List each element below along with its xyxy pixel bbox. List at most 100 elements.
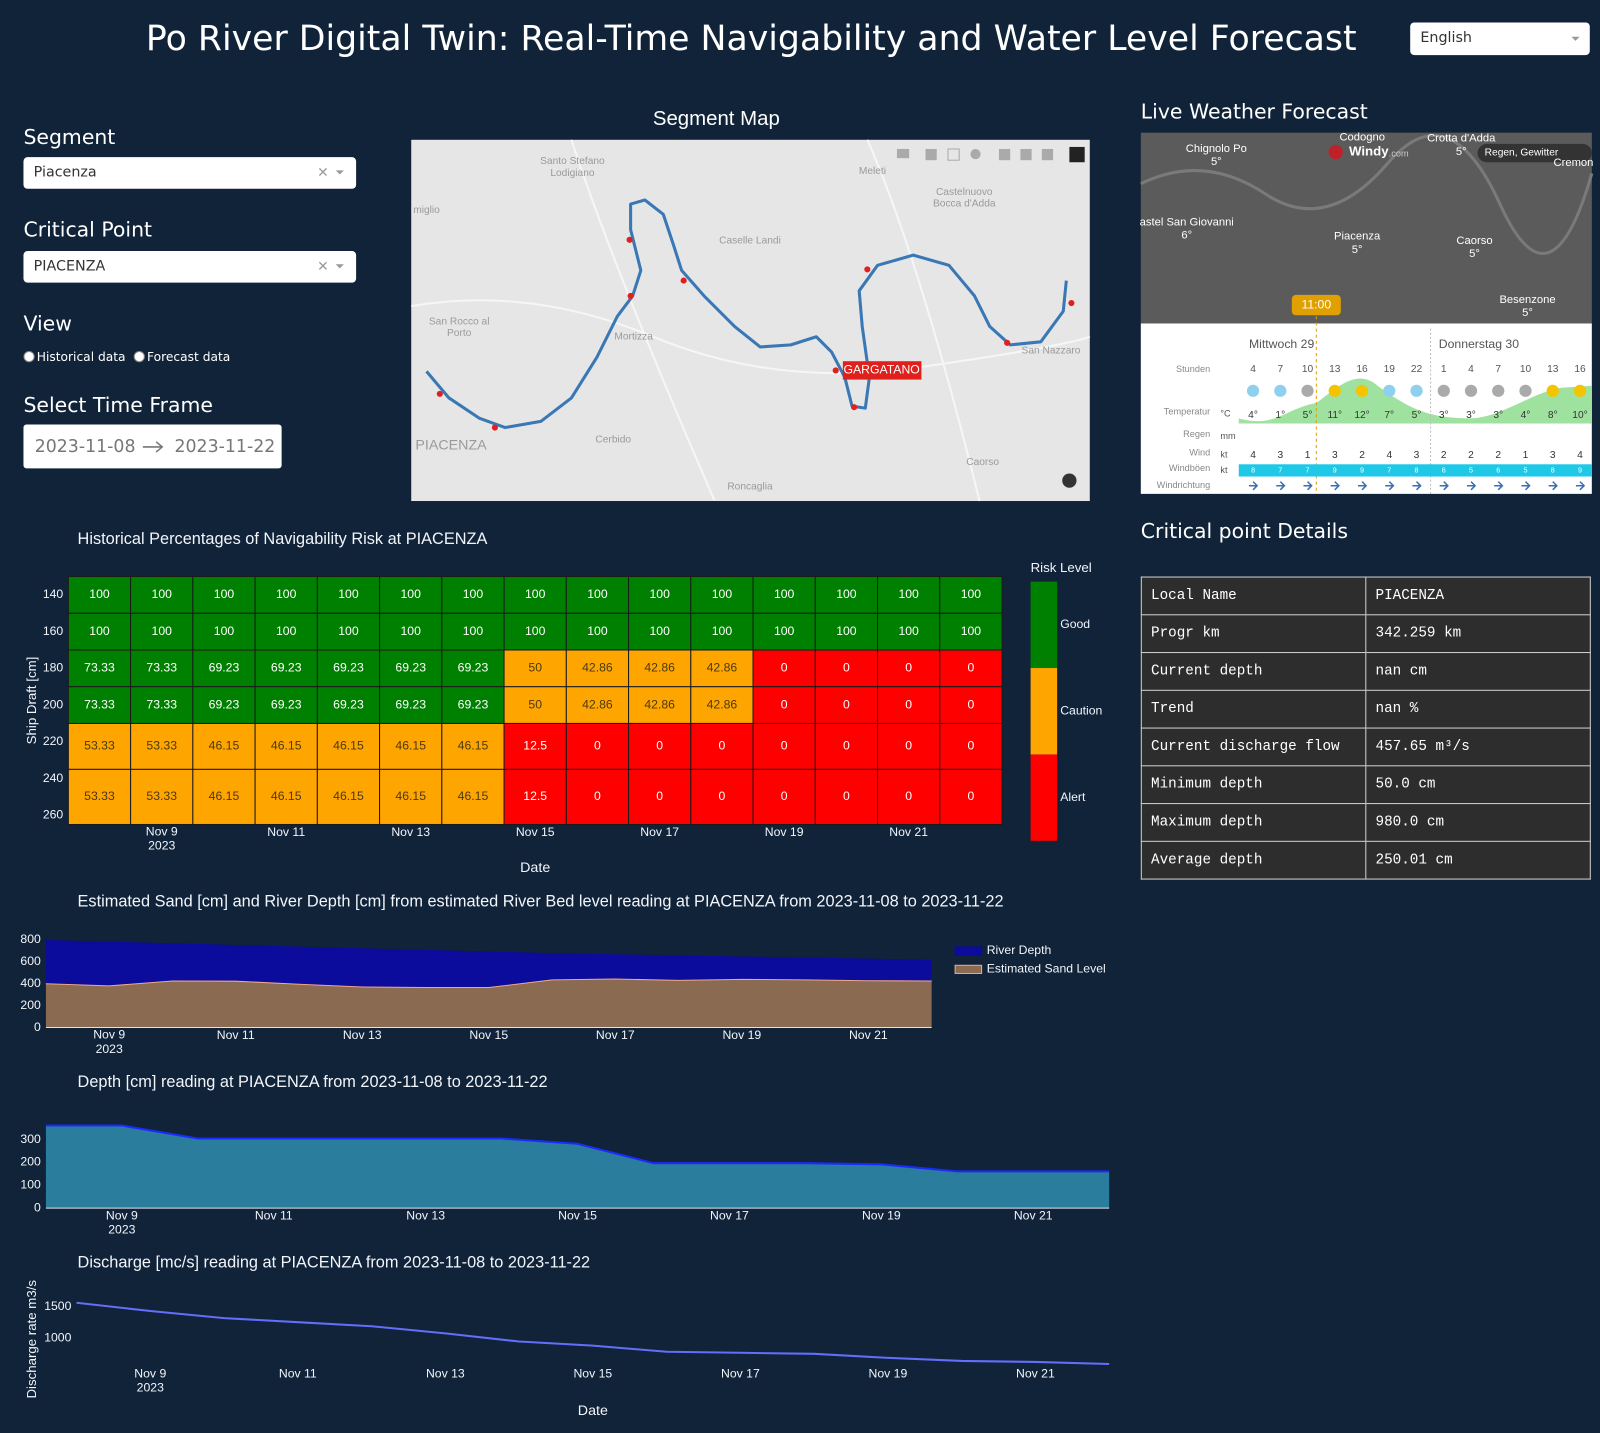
- heatmap-cell: [316, 612, 381, 651]
- weather-icon: [1464, 384, 1478, 397]
- heatmap-cell: [814, 576, 879, 614]
- detail-value: nan cm: [1365, 652, 1591, 691]
- heatmap-cell: [752, 722, 816, 770]
- heatmap-cell: [67, 649, 132, 688]
- weather-day: Mittwoch 29: [1249, 337, 1314, 351]
- radio-option[interactable]: Historical data: [23, 349, 126, 364]
- heatmap-cell: [877, 649, 941, 688]
- heatmap-cell: [877, 612, 941, 651]
- heatmap-cell: [690, 722, 754, 770]
- x-tick-label: Nov 13: [426, 1367, 465, 1381]
- cell-label: 100: [649, 624, 670, 638]
- map-place-label: Roncaglia: [727, 481, 773, 492]
- weather-brand-suffix: .com: [1389, 149, 1409, 159]
- heatmap-cell: [379, 686, 443, 724]
- wind-direction: [1466, 481, 1477, 491]
- cell-label: 46.15: [271, 739, 302, 753]
- detail-key: Average depth: [1140, 840, 1367, 880]
- cell-label: 69.23: [271, 661, 302, 675]
- weather-place: Besenzone: [1499, 294, 1555, 306]
- heatmap-cell: [628, 768, 692, 825]
- weather-wind: 2: [1441, 450, 1447, 461]
- cell-label: 69.23: [271, 697, 302, 711]
- cell-label: 100: [712, 587, 733, 601]
- heatmap-cell: [877, 576, 941, 614]
- cell-label: 100: [961, 587, 982, 601]
- details-row: Maximum depth 980.0 cm: [1140, 803, 1591, 842]
- heatmap-cell: [192, 576, 256, 614]
- weather-row-label: Windrichtung: [1157, 480, 1211, 490]
- x-tick-label: Nov 15: [573, 1367, 612, 1381]
- weather-wind: 2: [1359, 450, 1365, 461]
- cell-label: 100: [401, 624, 422, 638]
- time-bubble: [1291, 294, 1341, 316]
- weather-gust: 6: [1442, 466, 1446, 474]
- cell-label: 100: [89, 624, 110, 638]
- y-tick-label: 0: [34, 1200, 41, 1214]
- detail-key: Current discharge flow: [1140, 727, 1367, 767]
- map-place-label: Caselle Landi: [719, 236, 781, 247]
- weather-place-temp: 5°: [1211, 156, 1222, 168]
- weather-unit: kt: [1220, 450, 1228, 460]
- cell-label: 42.86: [644, 661, 675, 675]
- cell-label: 0: [781, 739, 788, 753]
- cell-label: 100: [836, 587, 857, 601]
- x-tick-label: Nov 15: [516, 825, 555, 839]
- y-axis-title: Discharge rate m3/s: [24, 1280, 39, 1399]
- legend-label: Estimated Sand Level: [987, 962, 1106, 976]
- cell-label: 46.15: [458, 739, 489, 753]
- weather-wind: 3: [1277, 450, 1283, 461]
- weather-gust: 7: [1306, 466, 1310, 474]
- heatmap-cell: [690, 612, 754, 651]
- weather-temperature: 1°: [1275, 410, 1285, 421]
- heatmap-cell: [130, 768, 194, 825]
- x-tick-label: Nov 17: [596, 1028, 635, 1042]
- y-tick-label: 260: [43, 808, 64, 822]
- language-dropdown[interactable]: English: [1410, 22, 1590, 56]
- cell-label: 46.15: [395, 739, 426, 753]
- details-row: Current discharge flow 457.65 m³/s: [1140, 727, 1591, 767]
- date-range-picker[interactable]: 2023-11-08 2023-11-22: [23, 424, 282, 469]
- heatmap-cell: [565, 722, 630, 770]
- radio-label: Forecast data: [147, 349, 231, 364]
- x-tick-label: Nov 19: [869, 1367, 908, 1381]
- detail-value: nan %: [1365, 689, 1591, 729]
- radio-option[interactable]: Forecast data: [133, 349, 231, 364]
- colorbar-band: [1030, 668, 1058, 755]
- heatmap-cell: [752, 612, 816, 651]
- x-tick-label: Nov 11: [255, 1209, 293, 1223]
- x-tick-label: Nov 11: [217, 1028, 255, 1042]
- weather-wind: 3: [1550, 450, 1556, 461]
- weather-temperature: 5°: [1303, 410, 1313, 421]
- weather-hour: 16: [1356, 364, 1368, 375]
- cell-label: 0: [968, 661, 975, 675]
- weather-place-temp: 5°: [1522, 307, 1533, 319]
- wind-direction: [1521, 481, 1531, 491]
- chart-title: Discharge [mc/s] reading at PIACENZA fro…: [78, 1254, 591, 1272]
- heatmap-cell: [877, 722, 941, 770]
- segment-dropdown[interactable]: Piacenza: [23, 157, 357, 189]
- weather-wind: 4: [1250, 450, 1256, 461]
- end-date[interactable]: 2023-11-22: [174, 436, 276, 458]
- cell-label: 73.33: [84, 661, 115, 675]
- heatmap-cell: [192, 612, 256, 651]
- x-tick-label: Nov 21: [889, 825, 928, 839]
- x-axis-title: Date: [578, 1403, 608, 1419]
- heatmap-cell: [503, 686, 567, 724]
- view-radio-group: Historical data Forecast data: [23, 347, 238, 366]
- start-date[interactable]: 2023-11-08: [34, 436, 136, 458]
- weather-hour: 4: [1468, 364, 1474, 375]
- weather-temperature: 8°: [1548, 410, 1558, 421]
- cell-label: 100: [276, 624, 297, 638]
- heatmap-cell: [441, 649, 505, 688]
- heatmap-cell: [503, 612, 567, 651]
- weather-icon: [1519, 384, 1532, 397]
- heatmap-cell: [503, 768, 567, 825]
- heatmap-cell: [379, 649, 443, 688]
- critical-point-label: Critical Point: [23, 217, 153, 242]
- heatmap-cell: [503, 576, 567, 614]
- heatmap-cell: [379, 768, 443, 825]
- weather-gust: 8: [1251, 466, 1255, 474]
- critical-point-dropdown[interactable]: PIACENZA: [23, 251, 357, 283]
- cell-label: 100: [649, 587, 670, 601]
